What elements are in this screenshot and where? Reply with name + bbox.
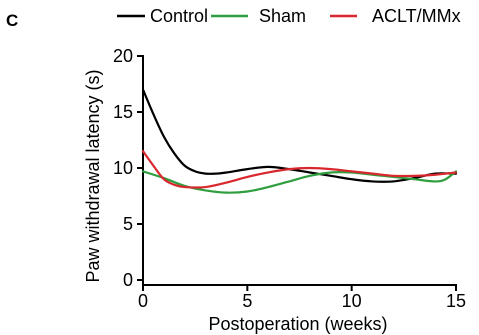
series-line-control — [141, 88, 458, 183]
legend-item-aclt-mmx: ACLT/MMx — [330, 6, 461, 26]
y-tick-label: 20 — [113, 46, 133, 66]
y-tick-label: 0 — [123, 270, 133, 290]
panel-label: C — [6, 11, 18, 30]
series-line-aclt-mmx — [141, 150, 458, 189]
series-line-sham — [141, 170, 458, 194]
legend: Control Sham ACLT/MMx — [117, 6, 461, 26]
x-axis-title: Postoperation (weeks) — [208, 314, 387, 334]
legend-item-control: Control — [117, 6, 208, 26]
y-axis-title: Paw withdrawal latency (s) — [83, 69, 103, 282]
x-axis: 0 5 10 15 — [138, 284, 466, 311]
x-tick-label: 10 — [342, 291, 362, 311]
legend-item-sham: Sham — [211, 6, 306, 26]
y-tick-label: 5 — [123, 214, 133, 234]
legend-label: Sham — [259, 6, 306, 26]
y-tick-label: 15 — [113, 102, 133, 122]
legend-label: ACLT/MMx — [372, 6, 461, 26]
legend-label: Control — [150, 6, 208, 26]
y-tick-label: 10 — [113, 158, 133, 178]
plot-lines — [141, 88, 458, 194]
y-axis: 0 5 10 15 20 — [113, 46, 144, 290]
x-tick-label: 15 — [446, 291, 466, 311]
x-tick-label: 5 — [242, 291, 252, 311]
x-tick-label: 0 — [138, 291, 148, 311]
